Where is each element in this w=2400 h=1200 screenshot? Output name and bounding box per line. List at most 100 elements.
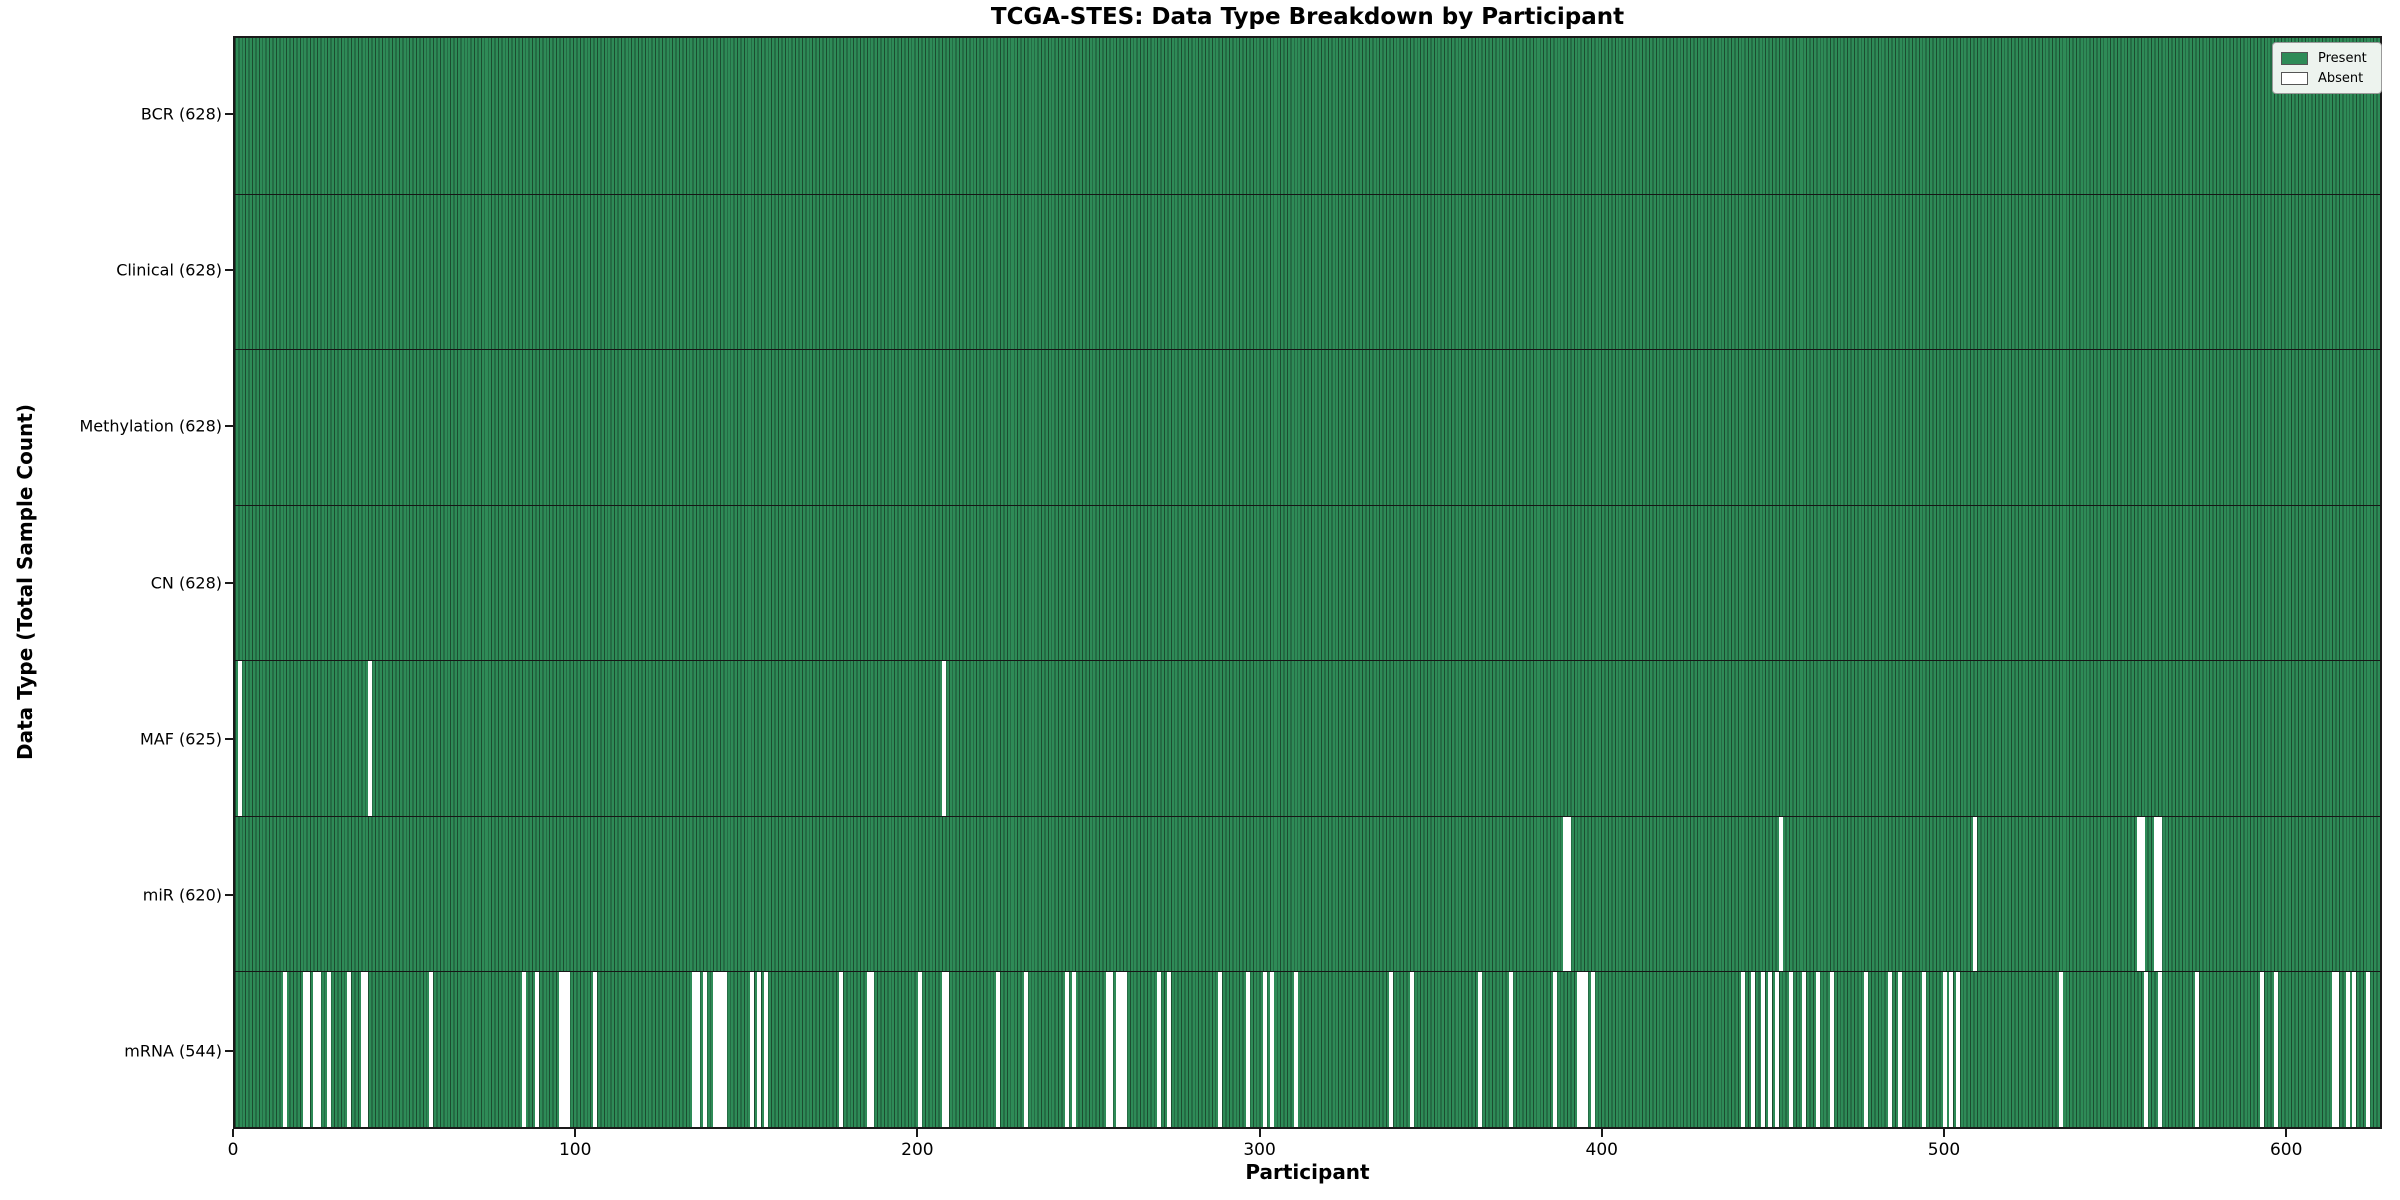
absent-cell (562, 971, 567, 1127)
absent-cell (702, 971, 707, 1127)
absent-cell (2058, 971, 2063, 1127)
absent-cell (996, 971, 1001, 1127)
absent-cell (1245, 971, 1250, 1127)
absent-cell (1563, 815, 1568, 972)
absent-cell (692, 971, 697, 1127)
row-separator (235, 660, 2380, 662)
legend-label-present: Present (2318, 50, 2367, 66)
absent-cell (839, 971, 844, 1127)
y-tick-mark (225, 893, 233, 896)
absent-cell (1409, 971, 1414, 1127)
absent-cell (521, 971, 526, 1127)
x-axis-title: Participant (1245, 1160, 1370, 1184)
present-swatch-icon (2281, 51, 2308, 65)
absent-cell (941, 660, 946, 816)
absent-cell (1156, 971, 1161, 1127)
x-tick-label: 0 (227, 1140, 239, 1160)
absent-cell (1071, 971, 1076, 1127)
absent-cell (2157, 971, 2162, 1127)
y-tick-label-BCR: BCR (628) (140, 104, 222, 124)
absent-cell (303, 971, 307, 1127)
absent-cell (2195, 971, 2200, 1127)
absent-cell (723, 971, 728, 1127)
absent-cell (1508, 971, 1513, 1127)
absent-cell (559, 971, 564, 1127)
absent-cell (2335, 971, 2340, 1127)
row-separator (235, 971, 2380, 973)
legend: Present Absent (2272, 42, 2382, 94)
absent-cell (2157, 815, 2162, 972)
absent-cell (2154, 815, 2159, 972)
absent-cell (1922, 971, 1926, 1127)
absent-cell (2260, 971, 2265, 1127)
y-tick-label-CN: CN (628) (150, 573, 222, 592)
absent-cell (2345, 971, 2350, 1127)
absent-cell (1293, 971, 1298, 1127)
absent-cell (1105, 971, 1110, 1127)
absent-cell (1583, 971, 1588, 1127)
x-tick-label: 500 (1927, 1140, 1961, 1160)
absent-cell (2137, 815, 2142, 972)
absent-cell (535, 971, 540, 1127)
x-tick-label: 200 (901, 1140, 934, 1160)
absent-cell (866, 971, 871, 1127)
row-separator (235, 504, 2380, 506)
absent-cell (870, 971, 874, 1127)
x-tick-mark (2285, 1129, 2288, 1137)
absent-cell (1740, 971, 1745, 1127)
absent-cell (1863, 971, 1868, 1127)
absent-cell (367, 660, 372, 816)
absent-cell (1768, 971, 1773, 1127)
y-tick-label-mRNA: mRNA (544) (124, 1041, 222, 1061)
absent-cell (1949, 971, 1954, 1127)
chart-title: TCGA-STES: Data Type Breakdown by Partic… (990, 4, 1625, 30)
absent-cell (2331, 971, 2336, 1127)
x-tick-mark (574, 1129, 577, 1137)
absent-cell (1898, 971, 1903, 1127)
absent-cell (1887, 971, 1892, 1127)
absent-cell (364, 971, 369, 1127)
absent-cell (764, 971, 769, 1127)
absent-cell (1590, 971, 1595, 1127)
y-tick-mark (225, 269, 233, 272)
absent-cell (712, 971, 717, 1127)
absent-cell (361, 971, 366, 1127)
absent-cell (1119, 971, 1124, 1127)
absent-cell (1829, 971, 1834, 1127)
x-tick-mark (232, 1129, 234, 1137)
x-tick-label: 300 (1243, 1140, 1276, 1160)
absent-cell (2352, 971, 2357, 1127)
absent-cell (941, 971, 946, 1127)
absent-cell (1566, 815, 1571, 972)
y-tick-label-miR: miR (620) (142, 885, 222, 905)
absent-cell (2366, 971, 2371, 1127)
absent-cell (306, 971, 311, 1127)
y-axis-labels: BCR (628) Clinical (628) Methylation (628)… (0, 36, 222, 1129)
absent-cell (1122, 971, 1127, 1127)
x-tick-mark (1258, 1129, 1261, 1137)
legend-entry-absent: Absent (2281, 68, 2373, 88)
absent-swatch-icon (2281, 71, 2308, 85)
absent-cell (1023, 971, 1028, 1127)
absent-cell (326, 971, 331, 1127)
y-tick-label-MAF: MAF (625) (139, 729, 222, 749)
row-separator (235, 815, 2380, 817)
absent-cell (2140, 815, 2145, 972)
absent-cell (945, 971, 950, 1127)
y-tick-mark (225, 581, 233, 584)
absent-cell (1389, 971, 1394, 1127)
row-MAF (235, 660, 2380, 816)
row-BCR (235, 38, 2380, 194)
absent-cell (593, 971, 598, 1127)
absent-cell (1577, 971, 1582, 1127)
x-tick-label: 400 (1585, 1140, 1619, 1160)
row-mRNA (235, 971, 2380, 1127)
absent-cell (2273, 971, 2278, 1127)
x-axis-strip: 0 100 200 300 400 500 600 (228, 1129, 2382, 1189)
absent-cell (750, 971, 755, 1127)
legend-entry-present: Present (2281, 48, 2373, 68)
x-tick-label: 100 (558, 1140, 592, 1160)
absent-cell (1761, 971, 1766, 1127)
absent-cell (1553, 971, 1558, 1127)
